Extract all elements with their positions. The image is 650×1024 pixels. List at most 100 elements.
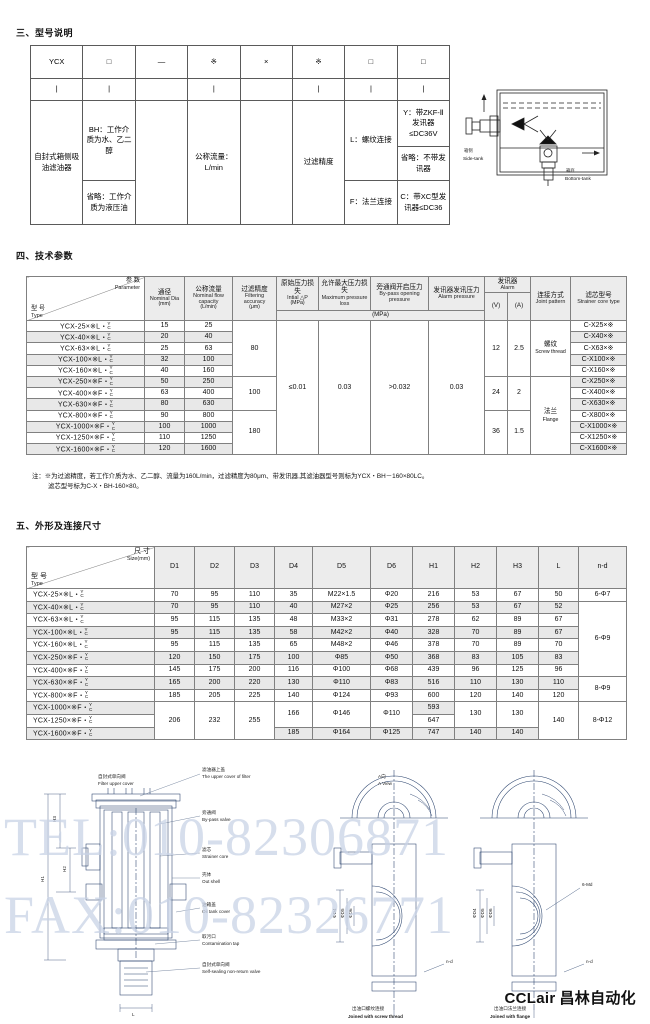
dim-h2: 53 xyxy=(454,600,497,615)
dim-l: 50 xyxy=(538,588,579,602)
param-nominal-dia: 15 xyxy=(144,319,185,333)
param-model-type: YCX-63×※L・Y C xyxy=(26,342,145,355)
model-desc-row-2: 省略：不带发讯器 xyxy=(31,146,451,181)
param-table-note: 注：※为过滤精度，若工作介质为水、乙二醇、流量为160L/min，过滤精度为80… xyxy=(32,472,632,492)
outlet-thread-cn: 出油口螺纹连接 xyxy=(352,1005,385,1012)
dim-d5: M22×1.5 xyxy=(312,588,371,602)
dim-mark-d5-right: ΦD5 xyxy=(480,908,485,918)
dim-table-row: YCX-800×※F・Y C 185 205 225 140 Φ124 Φ93 600 120 14… xyxy=(26,688,627,703)
param-table-row: YCX-100×※L・Y C 32 100 C-X100×※ xyxy=(26,353,627,366)
dim-table-row: YCX-400×※F・Y C 145 175 200 116 Φ100 Φ68 439 96 125… xyxy=(26,663,627,678)
dim-h3: 130 xyxy=(496,676,539,690)
callout-3-cn: 壳体 xyxy=(202,871,212,878)
dim-h3: 89 xyxy=(496,625,539,640)
outlet-thread-en: Joined with screw thread xyxy=(348,1014,403,1019)
dim-mark-d5-mid: ΦD5 xyxy=(340,908,345,918)
param-nominal-flow: 630 xyxy=(184,398,233,411)
dim-d4: 35 xyxy=(274,588,313,602)
dim-h1: 439 xyxy=(412,663,455,678)
dim-d6: Φ50 xyxy=(370,650,413,665)
param-core-type: C-X250×※ xyxy=(570,375,627,389)
param-nominal-flow: 800 xyxy=(184,409,233,422)
dim-d6: Φ110 xyxy=(370,701,413,728)
corner-type-en: Type xyxy=(31,312,43,319)
param-alarm-v: 24 xyxy=(484,375,508,411)
dim-l-merged: 140 xyxy=(538,701,579,741)
dim-h1: 216 xyxy=(412,588,455,602)
dim-model-type: YCX-25×※L・Y C xyxy=(26,588,155,602)
dim-d1: 165 xyxy=(154,676,195,690)
param-nominal-dia: 110 xyxy=(144,431,185,445)
param-nominal-dia: 25 xyxy=(144,342,185,355)
dim-nd: 8-Φ9 xyxy=(578,676,627,703)
model-bar-row: | | | | | | xyxy=(29,78,451,101)
dim-h3: 140 xyxy=(496,726,539,741)
dim-h2: 53 xyxy=(454,588,497,602)
dim-d2-merged: 232 xyxy=(194,701,235,741)
param-nominal-flow: 1250 xyxy=(184,431,233,445)
dim-h2: 110 xyxy=(454,676,497,690)
dim-model-type: YCX-40×※L・Y C xyxy=(26,600,155,615)
side-tank-label-cn: 箱侧 xyxy=(464,147,473,154)
dim-l: 52 xyxy=(538,600,579,615)
brand-en: CCLair xyxy=(504,990,556,1007)
param-nominal-dia: 50 xyxy=(144,375,185,389)
param-nominal-dia: 32 xyxy=(144,353,185,366)
dim-h2: 83 xyxy=(454,650,497,665)
nd-label-right: n-d xyxy=(586,959,593,964)
corner-param-cn: 参 数 xyxy=(125,277,140,284)
param-model-type: YCX-1250×※F・Y C xyxy=(26,431,145,445)
dim-model-type: YCX-630×※F・Y C xyxy=(26,676,155,690)
dim-mark-d4-right: ΦD4 xyxy=(472,908,477,918)
dim-l: 67 xyxy=(538,625,579,640)
param-model-type: YCX-1000×※F・Y C xyxy=(26,420,145,433)
dim-l: 83 xyxy=(538,650,579,665)
dim-table-row: YCX-25×※L・Y C 70 95 110 35 M22×1.5 Φ20 216 53 67 50… xyxy=(26,588,627,602)
dim-h2: 70 xyxy=(454,638,497,652)
section-4-title: 四、技术参数 xyxy=(16,251,74,261)
model-bar-3: | xyxy=(187,78,241,101)
dim-d3: 220 xyxy=(234,676,275,690)
dim-h2: 62 xyxy=(454,613,497,627)
dim-model-type: YCX-1600×※F・Y C xyxy=(26,726,155,741)
brand-cn: 昌林自动化 xyxy=(559,990,636,1007)
model-desc-medium-default: 省略：工作介质为液压油 xyxy=(82,180,136,225)
model-desc-medium-bh: BH：工作介质为水、乙二醇 xyxy=(82,100,136,181)
dim-d1: 70 xyxy=(154,588,195,602)
param-table-row: YCX-800×※F・Y C 90 800 180 36 1.5 C-X800×※ xyxy=(26,409,627,456)
dim-h2: 120 xyxy=(454,688,497,703)
dim-table-body: YCX-25×※L・Y C 70 95 110 35 M22×1.5 Φ20 216 53 67 50… xyxy=(26,588,627,741)
dim-h1: 256 xyxy=(412,600,455,615)
dim-model-type: YCX-63×※L・Y C xyxy=(26,613,155,627)
dim-d4: 116 xyxy=(274,663,313,678)
param-table-row: YCX-400×※F・Y C 63 400 C-X400×※ xyxy=(26,387,627,400)
param-alarm-v: 36 xyxy=(484,409,508,456)
dim-d5: M48×2 xyxy=(312,638,371,652)
dim-l: 110 xyxy=(538,676,579,690)
dim-h1: 278 xyxy=(412,613,455,627)
callout-5-en: Contamination tap xyxy=(202,941,240,946)
dim-d4: 140 xyxy=(274,688,313,703)
dim-d2: 95 xyxy=(194,588,235,602)
param-nominal-dia: 100 xyxy=(144,420,185,433)
dim-d3-merged: 255 xyxy=(234,701,275,741)
dim-d2: 200 xyxy=(194,676,235,690)
dim-d6: Φ20 xyxy=(370,588,413,602)
dim-table-row: YCX-160×※L・Y C 95 115 135 65 M48×2 Φ46 378 70 89 70 xyxy=(26,638,627,652)
param-accuracy: 100 xyxy=(232,375,277,411)
dim-d5: Φ146 xyxy=(312,701,371,728)
param-model-type: YCX-250×※F・Y C xyxy=(26,375,145,389)
dim-corner-size-cn: 尺 寸 xyxy=(134,548,150,555)
param-nominal-flow: 100 xyxy=(184,353,233,366)
dim-model-type: YCX-160×※L・Y C xyxy=(26,638,155,652)
dim-h1: 516 xyxy=(412,676,455,690)
model-symbol-3: ※ xyxy=(187,45,241,79)
model-desc-row-3: 省略：工作介质为液压油 F：法兰连接 C：带XC型发讯器≤DC36 xyxy=(31,180,451,225)
param-table-row: YCX-40×※L・Y C 20 40 C-X40×※ xyxy=(26,331,627,344)
dim-d1: 120 xyxy=(154,650,195,665)
model-bar-1: | xyxy=(82,78,136,101)
dim-header-l: L xyxy=(538,546,579,589)
param-model-type: YCX-40×※L・Y C xyxy=(26,331,145,344)
param-nominal-flow: 1000 xyxy=(184,420,233,433)
param-table-row: YCX-63×※L・Y C 25 63 C-X63×※ xyxy=(26,342,627,355)
